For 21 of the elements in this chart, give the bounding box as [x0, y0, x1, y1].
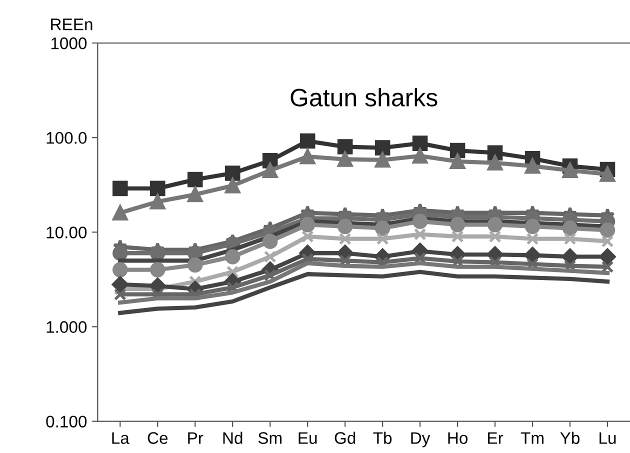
x-tick-label: Lu	[600, 432, 616, 444]
x-tick-label: Gd	[334, 432, 356, 444]
y-tick-label: 100.0	[46, 132, 87, 144]
y-tick-label: 1000	[51, 37, 87, 50]
x-tick-label: Sm	[258, 432, 282, 444]
x-tick-label: Eu	[298, 432, 317, 444]
y-axis-title: REEn	[51, 18, 92, 30]
x-tick-label: Pr	[188, 432, 204, 444]
x-tick-label: Nd	[223, 432, 242, 444]
text: Gatun sharks	[290, 88, 438, 106]
x-tick-label: Tm	[520, 432, 544, 444]
x-tick-label: Ce	[148, 432, 168, 444]
x-tick-label: Tb	[373, 432, 392, 444]
x-tick-label: Ho	[448, 432, 468, 444]
y-tick-label: 0.100	[46, 416, 87, 428]
x-tick-label: Er	[488, 432, 504, 444]
y-tick-label: 1.000	[46, 321, 87, 333]
y-tick-label: 10.00	[46, 226, 87, 238]
x-tick-label: Yb	[560, 432, 580, 444]
x-tick-label: Dy	[411, 432, 430, 448]
x-tick-label: La	[112, 432, 130, 444]
